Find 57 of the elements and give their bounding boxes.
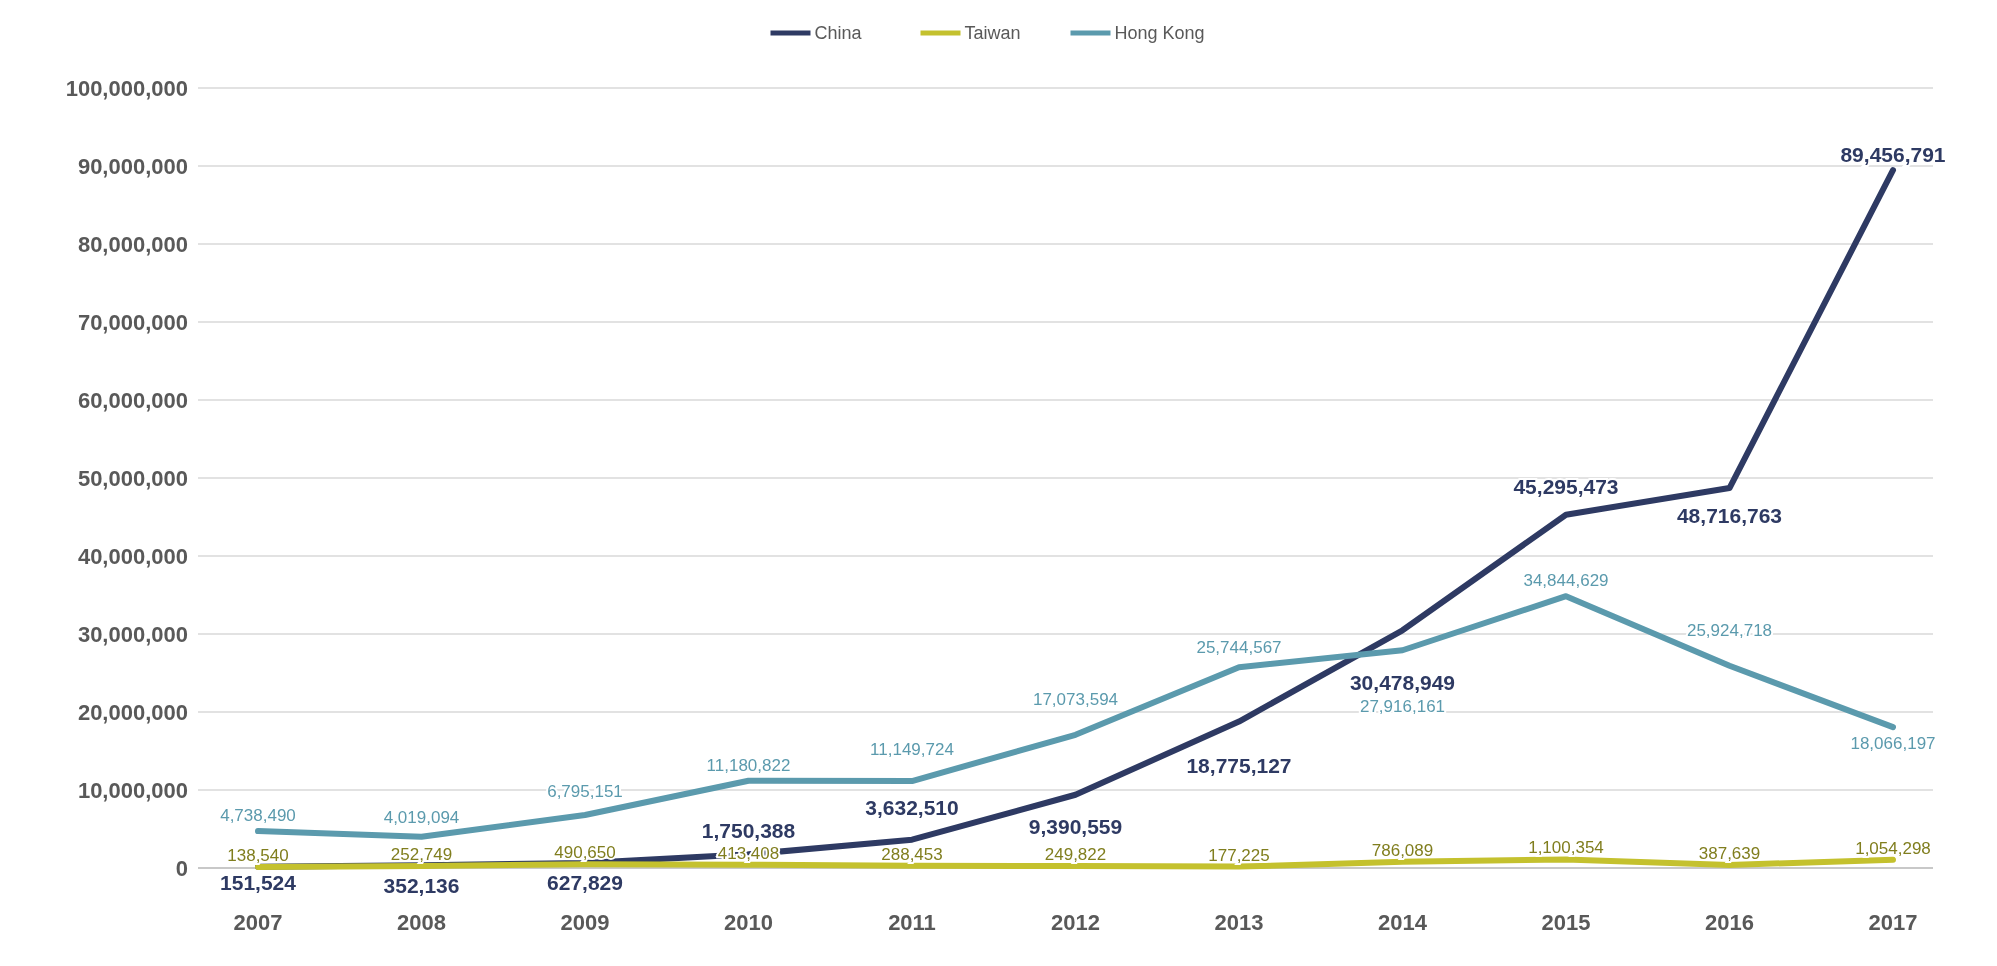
data-label: 25,924,718 xyxy=(1686,620,1773,640)
data-label: 6,795,151 xyxy=(547,781,623,801)
data-label: 352,136 xyxy=(383,873,460,897)
data-label: 288,453 xyxy=(881,844,943,864)
x-tick-label: 2009 xyxy=(560,910,610,935)
y-tick-label: 20,000,000 xyxy=(77,699,188,725)
legend-label: Hong Kong xyxy=(1114,23,1205,44)
data-label: 17,073,594 xyxy=(1032,689,1119,709)
data-label: 30,478,949 xyxy=(1349,670,1456,694)
x-tick-label: 2015 xyxy=(1541,910,1591,935)
data-label: 48,716,763 xyxy=(1676,504,1783,528)
data-label: 1,100,354 xyxy=(1528,838,1604,858)
data-label: 25,744,567 xyxy=(1196,638,1282,658)
y-tick-label: 40,000,000 xyxy=(77,543,188,569)
data-label: 18,775,127 xyxy=(1186,753,1292,777)
data-label: 89,456,791 xyxy=(1840,142,1946,166)
y-tick-label: 80,000,000 xyxy=(77,231,188,257)
data-label: 1,054,298 xyxy=(1855,838,1931,858)
data-label: 177,225 xyxy=(1208,845,1270,865)
data-label: 11,149,724 xyxy=(870,739,954,759)
y-tick-label: 30,000,000 xyxy=(77,621,188,647)
data-label: 4,019,094 xyxy=(383,807,460,827)
y-tick-label: 100,000,000 xyxy=(65,75,188,101)
data-label: 252,749 xyxy=(390,844,453,864)
x-tick-label: 2007 xyxy=(233,910,283,935)
data-label: 45,295,473 xyxy=(1513,475,1619,499)
x-tick-label: 2013 xyxy=(1214,910,1264,935)
y-tick-label: 90,000,000 xyxy=(77,153,188,179)
y-tick-label: 60,000,000 xyxy=(77,387,188,413)
data-label: 151,524 xyxy=(220,871,297,895)
x-tick-label: 2011 xyxy=(888,910,936,935)
data-label: 138,540 xyxy=(227,845,289,865)
data-label: 34,844,629 xyxy=(1523,571,1609,591)
x-tick-label: 2017 xyxy=(1868,910,1918,935)
x-tick-label: 2016 xyxy=(1705,910,1754,935)
data-label: 627,829 xyxy=(547,871,623,895)
y-tick-label: 70,000,000 xyxy=(77,309,188,335)
data-label: 18,066,197 xyxy=(1850,734,1936,754)
x-tick-label: 2014 xyxy=(1378,910,1428,935)
legend-label: Taiwan xyxy=(964,23,1021,44)
x-tick-label: 2012 xyxy=(1051,910,1100,935)
y-tick-label: 50,000,000 xyxy=(77,465,188,491)
legend-label: China xyxy=(814,23,863,44)
data-label: 490,650 xyxy=(554,843,616,863)
x-tick-label: 2010 xyxy=(724,910,773,935)
y-tick-label: 10,000,000 xyxy=(77,777,188,803)
data-label: 387,639 xyxy=(1698,843,1761,863)
data-label: 1,750,388 xyxy=(701,818,796,842)
data-label: 786,089 xyxy=(1371,840,1434,860)
y-tick-label: 0 xyxy=(175,855,188,881)
data-label: 9,390,559 xyxy=(1028,815,1123,839)
data-label: 3,632,510 xyxy=(865,796,959,820)
x-tick-label: 2008 xyxy=(397,910,446,935)
data-label: 27,916,161 xyxy=(1359,697,1446,717)
data-label: 4,738,490 xyxy=(220,805,296,825)
data-label: 11,180,822 xyxy=(706,755,791,775)
data-label: 249,822 xyxy=(1044,845,1107,864)
